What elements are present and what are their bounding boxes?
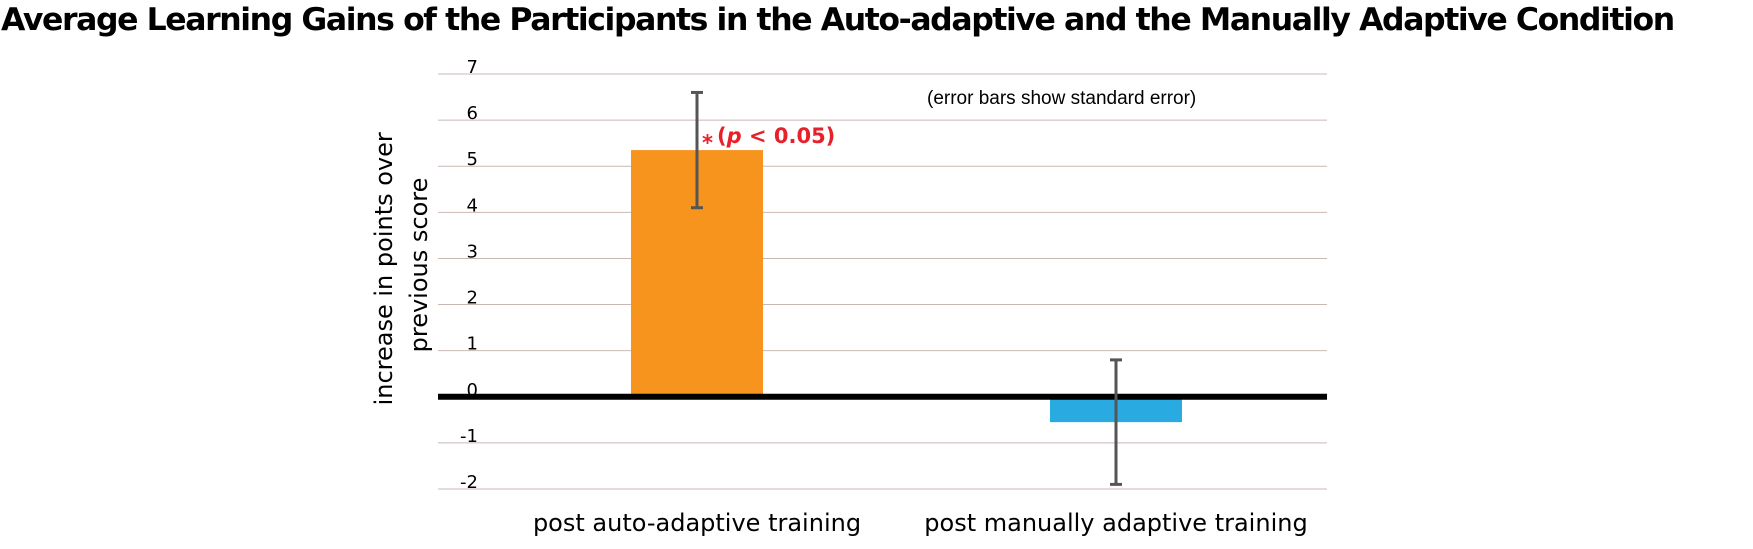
- chart-title: Average Learning Gains of the Participan…: [1, 2, 1675, 38]
- y-tick-label: 3: [467, 241, 478, 262]
- y-tick-label: 0: [467, 380, 478, 401]
- significance-open-paren: (: [717, 124, 727, 148]
- significance-star: *: [702, 131, 713, 155]
- significance-threshold: < 0.05): [742, 124, 836, 148]
- y-axis-label-line-2: previous score: [405, 178, 433, 353]
- error-bar-manually-adaptive: [1110, 358, 1122, 486]
- significance-label: (p < 0.05): [717, 124, 835, 148]
- y-tick-label: -1: [460, 426, 478, 447]
- y-tick-label: 4: [467, 195, 478, 216]
- bars: [631, 150, 1182, 423]
- y-tick-label: -2: [460, 472, 478, 493]
- y-axis-label-line-1: increase in points over: [370, 132, 398, 405]
- y-tick-label: 5: [467, 149, 478, 170]
- y-axis-label: increase in points over previous score: [370, 125, 433, 406]
- category-labels: post auto-adaptive training post manually…: [533, 509, 1308, 537]
- error-bars: [691, 90, 1122, 486]
- y-tick-label: 1: [467, 334, 478, 355]
- x-category-label: post manually adaptive training: [924, 509, 1307, 537]
- significance-p-symbol: p: [726, 124, 742, 148]
- y-tick-label: 2: [467, 288, 478, 309]
- error-bar-note: (error bars show standard error): [927, 88, 1196, 109]
- gridlines: [438, 73, 1327, 490]
- error-bar-auto-adaptive: [691, 90, 703, 210]
- y-tick-labels: 7 6 5 4 3 2 1 0 -1 -2: [460, 57, 478, 493]
- x-category-label: post auto-adaptive training: [533, 509, 861, 537]
- y-tick-label: 6: [467, 103, 478, 124]
- y-tick-label: 7: [467, 57, 478, 78]
